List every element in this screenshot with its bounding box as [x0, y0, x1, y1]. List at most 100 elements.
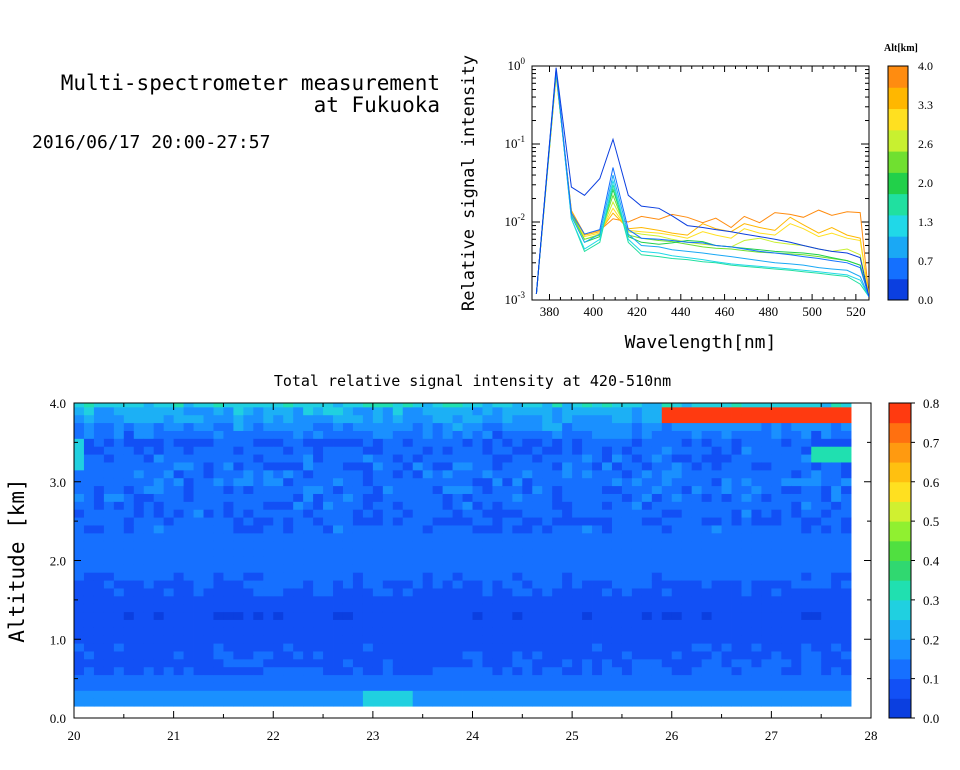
heatmap-cell	[582, 556, 593, 565]
heatmap-cell	[791, 430, 802, 439]
heatmap-cell	[263, 674, 274, 683]
heatmap-cell	[552, 658, 563, 668]
heatmap-cell	[213, 548, 224, 557]
heatmap-cell	[323, 469, 334, 479]
heatmap-cell	[661, 643, 673, 652]
heatmap-cell	[253, 627, 264, 636]
heatmap-cell	[74, 627, 85, 636]
heatmap-cell	[821, 406, 832, 416]
heatmap-cell	[452, 403, 463, 408]
heatmap-cell	[293, 627, 304, 636]
heatmap-cell	[671, 517, 683, 526]
heatmap-cell	[422, 485, 434, 494]
heatmap-cell	[412, 588, 424, 597]
spectrum-series-line	[535, 74, 869, 297]
heatmap-cell	[83, 588, 95, 597]
heatmap-colorbar-tick-label: 0.2	[923, 632, 939, 647]
heatmap-cell	[512, 403, 523, 408]
heatmap-cell	[641, 690, 653, 699]
heatmap-cell	[562, 682, 573, 691]
heatmap-cell	[512, 446, 523, 455]
heatmap-cell	[492, 406, 503, 416]
heatmap-cell	[542, 572, 553, 581]
heatmap-cell	[352, 595, 364, 605]
heatmap-cell	[123, 682, 135, 691]
heatmap-cell	[382, 525, 394, 534]
heatmap-cell	[372, 564, 384, 573]
heatmap-cell	[362, 493, 374, 502]
heatmap-cell	[562, 643, 573, 652]
heatmap-cell	[681, 438, 693, 447]
heatmap-cell	[133, 627, 145, 636]
heatmap-cell	[392, 422, 404, 431]
heatmap-cell	[482, 414, 493, 424]
heatmap-cell	[412, 619, 424, 628]
heatmap-cell	[831, 635, 842, 644]
heatmap-cell	[352, 603, 364, 613]
heatmap-cell	[83, 485, 95, 494]
heatmap-cell	[621, 517, 633, 526]
heatmap-cell	[93, 446, 105, 455]
heatmap-cell	[811, 485, 822, 494]
heatmap-cell	[113, 603, 125, 613]
heatmap-cell	[602, 509, 613, 518]
heatmap-cell	[193, 682, 204, 691]
heatmap-cell	[562, 658, 573, 668]
heatmap-cell	[761, 462, 772, 471]
heatmap-cell	[771, 406, 782, 416]
heatmap-cell	[263, 540, 274, 550]
heatmap-cell	[651, 540, 663, 550]
heatmap-cell	[203, 525, 214, 534]
heatmap-cell	[592, 438, 603, 447]
heatmap-cell	[751, 627, 762, 636]
heatmap-cell	[253, 438, 264, 447]
heatmap-cell	[651, 403, 663, 408]
heatmap-cell	[552, 517, 563, 526]
heatmap-cell	[362, 403, 374, 408]
heatmap-cell	[751, 603, 762, 613]
heatmap-cell	[721, 469, 732, 479]
heatmap-cell	[801, 540, 812, 550]
heatmap-cell	[821, 603, 832, 613]
heatmap-cell	[711, 525, 722, 534]
heatmap-cell	[602, 698, 613, 707]
heatmap-cell	[841, 674, 852, 683]
heatmap-cell	[502, 564, 513, 573]
heatmap-cell	[641, 509, 653, 518]
heatmap-cell	[711, 501, 722, 510]
heatmap-cell	[811, 477, 822, 487]
heatmap-cell	[482, 627, 493, 636]
heatmap-cell	[123, 525, 135, 534]
heatmap-cell	[153, 682, 165, 691]
heatmap-cell	[392, 517, 404, 526]
heatmap-cell	[562, 438, 573, 447]
heatmap-cell	[392, 588, 404, 597]
heatmap-cell	[313, 556, 324, 565]
heatmap-cell	[213, 595, 224, 605]
heatmap-cell	[572, 454, 583, 463]
heatmap-cell	[273, 643, 284, 652]
heatmap-cell	[502, 635, 513, 644]
heatmap-cell	[273, 682, 284, 691]
heatmap-cell	[651, 572, 663, 581]
heatmap-cell	[452, 454, 463, 463]
heatmap-cell	[821, 651, 832, 660]
heatmap-cell	[631, 572, 643, 581]
heatmap-cell	[273, 509, 284, 518]
heatmap-cell	[163, 493, 175, 502]
heatmap-cell	[103, 690, 115, 699]
heatmap-cell	[392, 493, 404, 502]
heatmap-cell	[213, 422, 224, 431]
heatmap-cell	[492, 438, 503, 447]
heatmap-cell	[342, 462, 354, 471]
heatmap-cell	[572, 690, 583, 699]
heatmap-cell	[113, 446, 125, 455]
heatmap-cell	[183, 643, 194, 652]
heatmap-cell	[352, 454, 364, 463]
heatmap-cell	[442, 682, 453, 691]
heatmap-cell	[661, 414, 673, 424]
heatmap-cell	[781, 414, 792, 424]
heatmap-cell	[372, 658, 384, 668]
heatmap-cell	[243, 454, 254, 463]
heatmap-cell	[362, 651, 374, 660]
